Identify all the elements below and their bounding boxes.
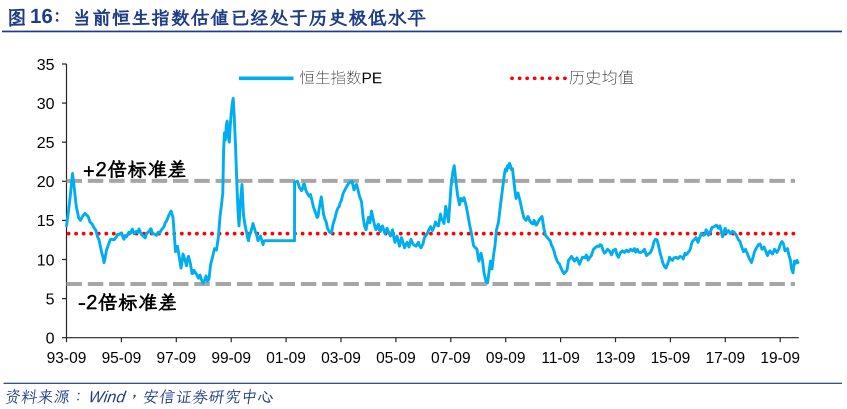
svg-text:95-09: 95-09 [102,350,142,367]
svg-text:97-09: 97-09 [156,350,196,367]
svg-text:15-09: 15-09 [651,350,691,367]
svg-text:01-09: 01-09 [266,350,306,367]
svg-text:25: 25 [37,135,55,152]
svg-text:11-09: 11-09 [541,350,580,367]
svg-text:93-09: 93-09 [47,350,87,367]
svg-text:20: 20 [37,174,55,191]
svg-text:05-09: 05-09 [376,350,416,367]
svg-text:35: 35 [37,57,55,74]
svg-text:10: 10 [37,252,55,269]
svg-text:0: 0 [46,331,55,348]
svg-text:03-09: 03-09 [321,350,361,367]
svg-text:13-09: 13-09 [596,350,636,367]
svg-text:17-09: 17-09 [705,350,745,367]
svg-text:15: 15 [37,213,55,230]
svg-text:99-09: 99-09 [211,350,251,367]
svg-text:30: 30 [37,96,55,113]
svg-text:19-09: 19-09 [760,350,800,367]
svg-text:5: 5 [46,291,55,308]
svg-text:07-09: 07-09 [431,350,471,367]
svg-text:09-09: 09-09 [486,350,526,367]
